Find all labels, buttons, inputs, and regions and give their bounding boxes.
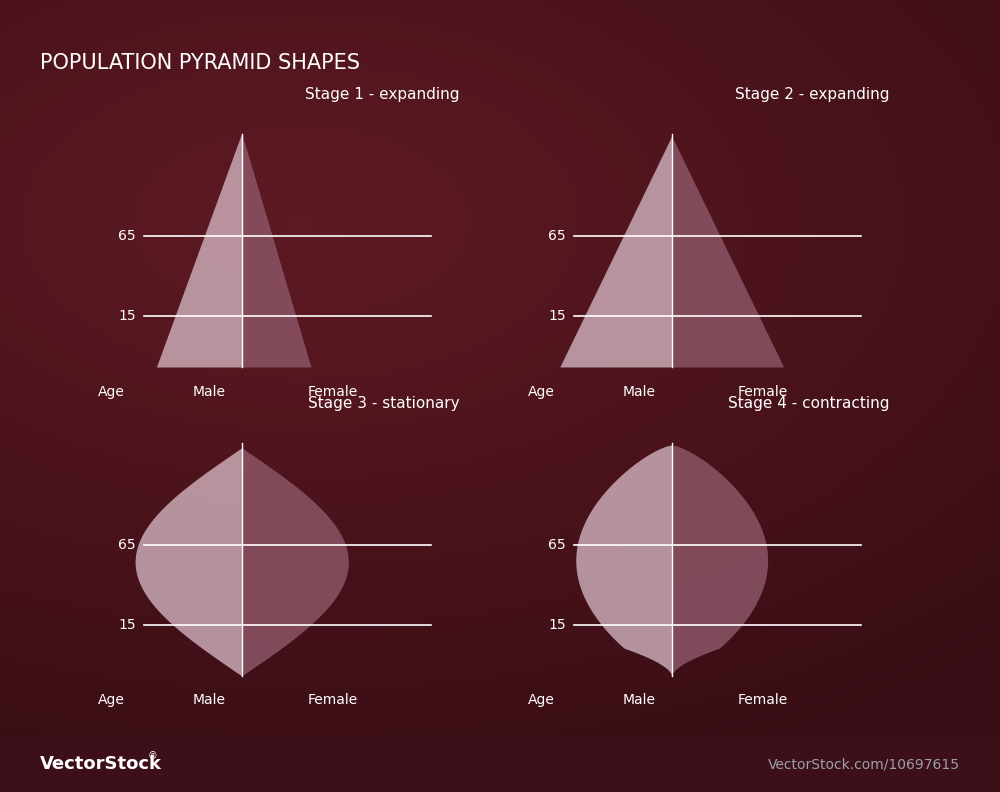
- Text: Female: Female: [737, 385, 788, 398]
- Text: 15: 15: [548, 309, 566, 323]
- Polygon shape: [576, 445, 672, 676]
- Text: Stage 3 - stationary: Stage 3 - stationary: [308, 396, 460, 411]
- Text: Male: Male: [193, 385, 226, 398]
- Text: Stage 2 - expanding: Stage 2 - expanding: [735, 87, 890, 102]
- Polygon shape: [672, 136, 784, 367]
- Polygon shape: [242, 448, 349, 676]
- Text: Age: Age: [98, 694, 124, 707]
- Polygon shape: [136, 448, 242, 676]
- Text: Female: Female: [307, 385, 358, 398]
- Text: ®: ®: [148, 751, 158, 761]
- Text: 65: 65: [118, 539, 136, 552]
- Text: 65: 65: [118, 230, 136, 243]
- Polygon shape: [672, 445, 768, 676]
- Text: Stage 4 - contracting: Stage 4 - contracting: [728, 396, 890, 411]
- Text: Male: Male: [193, 694, 226, 707]
- Text: Male: Male: [623, 694, 656, 707]
- Text: 15: 15: [548, 618, 566, 632]
- Polygon shape: [242, 134, 311, 367]
- Text: 65: 65: [548, 539, 566, 552]
- Text: Female: Female: [737, 694, 788, 707]
- Text: POPULATION PYRAMID SHAPES: POPULATION PYRAMID SHAPES: [40, 53, 360, 73]
- Text: Age: Age: [528, 694, 554, 707]
- Polygon shape: [560, 136, 672, 367]
- Text: 15: 15: [118, 309, 136, 323]
- Text: Age: Age: [528, 385, 554, 398]
- Text: Stage 1 - expanding: Stage 1 - expanding: [305, 87, 460, 102]
- Text: 65: 65: [548, 230, 566, 243]
- Polygon shape: [157, 134, 242, 367]
- Text: Female: Female: [307, 694, 358, 707]
- Text: VectorStock: VectorStock: [40, 756, 162, 773]
- Text: Male: Male: [623, 385, 656, 398]
- Text: VectorStock.com/10697615: VectorStock.com/10697615: [768, 757, 960, 771]
- Text: Age: Age: [98, 385, 124, 398]
- Text: 15: 15: [118, 618, 136, 632]
